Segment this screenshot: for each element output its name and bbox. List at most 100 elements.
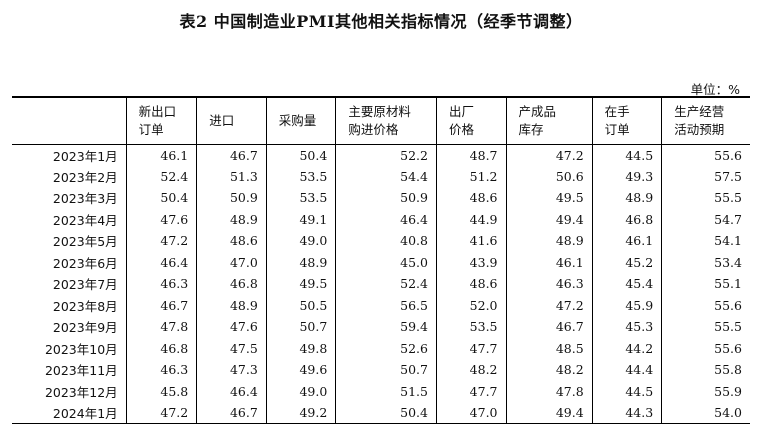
value-cell: 45.9 <box>591 294 662 316</box>
value-cell: 49.6 <box>265 359 336 381</box>
period-cell: 2023年4月 <box>52 212 118 228</box>
value-cell: 45.0 <box>335 251 437 273</box>
period-cell: 2023年5月 <box>52 234 118 250</box>
value-cell: 48.2 <box>505 359 593 381</box>
value-cell: 48.6 <box>435 273 507 295</box>
table-row: 2023年12月 45.8 46.4 49.0 51.5 47.7 47.8 44.5 55.9 <box>12 380 750 402</box>
value-cell: 52.4 <box>335 273 437 295</box>
column-header: 生产经营 活动预期 <box>661 96 750 145</box>
value-cell: 46.3 <box>125 273 197 295</box>
value-cell: 54.1 <box>661 230 750 252</box>
value-cell: 49.0 <box>265 230 336 252</box>
period-cell: 2023年12月 <box>44 384 118 400</box>
value-cell: 47.2 <box>125 230 197 252</box>
column-header: 主要原材料 购进价格 <box>335 96 437 145</box>
value-cell: 46.7 <box>125 294 197 316</box>
column-header-line1: 产成品 <box>518 103 557 119</box>
table-row: 2023年6月 46.4 47.0 48.9 45.0 43.9 46.1 45.2 53.4 <box>12 251 750 273</box>
value-cell: 50.4 <box>125 187 197 209</box>
value-cell: 54.7 <box>661 208 750 230</box>
value-cell: 50.5 <box>265 294 336 316</box>
value-cell: 55.9 <box>661 380 750 402</box>
column-header-line1: 生产经营 <box>674 103 725 119</box>
value-cell: 46.1 <box>591 230 662 252</box>
value-cell: 44.9 <box>435 208 507 230</box>
table-row: 2023年2月 52.4 51.3 53.5 54.4 51.2 50.6 49.3 57.5 <box>12 165 750 187</box>
value-cell: 47.2 <box>505 294 593 316</box>
value-cell: 50.9 <box>196 187 267 209</box>
value-cell: 49.1 <box>265 208 336 230</box>
value-cell: 50.7 <box>265 316 336 338</box>
value-cell: 47.8 <box>125 316 197 338</box>
value-cell: 44.4 <box>591 359 662 381</box>
table-row: 2023年4月 47.6 48.9 49.1 46.4 44.9 49.4 46.8 54.7 <box>12 208 750 230</box>
value-cell: 55.5 <box>661 187 750 209</box>
value-cell: 46.7 <box>505 316 593 338</box>
value-cell: 47.0 <box>196 251 267 273</box>
value-cell: 49.5 <box>505 187 593 209</box>
value-cell: 51.5 <box>335 380 437 402</box>
value-cell: 44.5 <box>591 144 662 166</box>
unit-label: 单位：% <box>690 82 740 97</box>
table-row: 2023年9月 47.8 47.6 50.7 59.4 53.5 46.7 45.3 55.5 <box>12 316 750 338</box>
value-cell: 51.3 <box>196 165 267 187</box>
value-cell: 46.1 <box>505 251 593 273</box>
value-cell: 45.2 <box>591 251 662 273</box>
value-cell: 47.2 <box>505 144 593 166</box>
value-cell: 49.4 <box>505 208 593 230</box>
value-cell: 46.8 <box>125 337 197 359</box>
value-cell: 48.9 <box>265 251 336 273</box>
value-cell: 48.9 <box>196 208 267 230</box>
value-cell: 44.2 <box>591 337 662 359</box>
value-cell: 54.4 <box>335 165 437 187</box>
value-cell: 53.5 <box>435 316 507 338</box>
column-header-line1: 进口 <box>209 112 235 128</box>
value-cell: 54.0 <box>661 402 750 424</box>
value-cell: 55.5 <box>661 316 750 338</box>
value-cell: 50.9 <box>335 187 437 209</box>
value-cell: 56.5 <box>335 294 437 316</box>
value-cell: 57.5 <box>661 165 750 187</box>
value-cell: 43.9 <box>435 251 507 273</box>
table-row: 2023年1月 46.1 46.7 50.4 52.2 48.7 47.2 44.5 55.6 <box>12 144 750 166</box>
column-header: 产成品 库存 <box>505 96 593 145</box>
value-cell: 46.8 <box>196 273 267 295</box>
value-cell: 44.3 <box>591 402 662 424</box>
value-cell: 47.7 <box>435 337 507 359</box>
column-header: 在手 订单 <box>591 96 662 145</box>
value-cell: 55.1 <box>661 273 750 295</box>
value-cell: 47.5 <box>196 337 267 359</box>
period-cell: 2023年7月 <box>52 277 118 293</box>
period-cell: 2023年8月 <box>52 298 118 314</box>
value-cell: 49.2 <box>265 402 336 424</box>
value-cell: 49.5 <box>265 273 336 295</box>
value-cell: 48.2 <box>435 359 507 381</box>
column-header-line2: 活动预期 <box>674 121 725 137</box>
column-header-line1: 在手 <box>604 103 630 119</box>
value-cell: 52.2 <box>335 144 437 166</box>
column-header-line1: 出厂 <box>448 103 474 119</box>
column-header: 进口 <box>196 96 267 145</box>
value-cell: 46.8 <box>591 208 662 230</box>
table-body: 2023年1月 46.1 46.7 50.4 52.2 48.7 47.2 44.5 55.6 2… <box>12 144 750 424</box>
value-cell: 50.4 <box>335 402 437 424</box>
value-cell: 47.6 <box>125 208 197 230</box>
value-cell: 52.0 <box>435 294 507 316</box>
value-cell: 47.2 <box>125 402 197 424</box>
value-cell: 53.4 <box>661 251 750 273</box>
value-cell: 50.7 <box>335 359 437 381</box>
column-header-line2: 购进价格 <box>348 121 399 137</box>
column-header-line1: 采购量 <box>278 112 317 128</box>
value-cell: 48.9 <box>196 294 267 316</box>
value-cell: 45.4 <box>591 273 662 295</box>
table-row: 2023年10月 46.8 47.5 49.8 52.6 47.7 48.5 44.2 55.6 <box>12 337 750 359</box>
column-header-line2: 订单 <box>138 121 164 137</box>
header-row: 新出口 订单 进口 采购量 主要原材料 购进价格 出厂 价格 产成品 库存 在手 订单 生产经营 活动预期 <box>12 96 750 145</box>
value-cell: 50.4 <box>265 144 336 166</box>
table-row: 2023年3月 50.4 50.9 53.5 50.9 48.6 49.5 48.9 55.5 <box>12 187 750 209</box>
value-cell: 46.3 <box>125 359 197 381</box>
period-cell: 2023年3月 <box>52 191 118 207</box>
value-cell: 47.8 <box>505 380 593 402</box>
table-row: 2023年8月 46.7 48.9 50.5 56.5 52.0 47.2 45.9 55.6 <box>12 294 750 316</box>
value-cell: 55.6 <box>661 337 750 359</box>
